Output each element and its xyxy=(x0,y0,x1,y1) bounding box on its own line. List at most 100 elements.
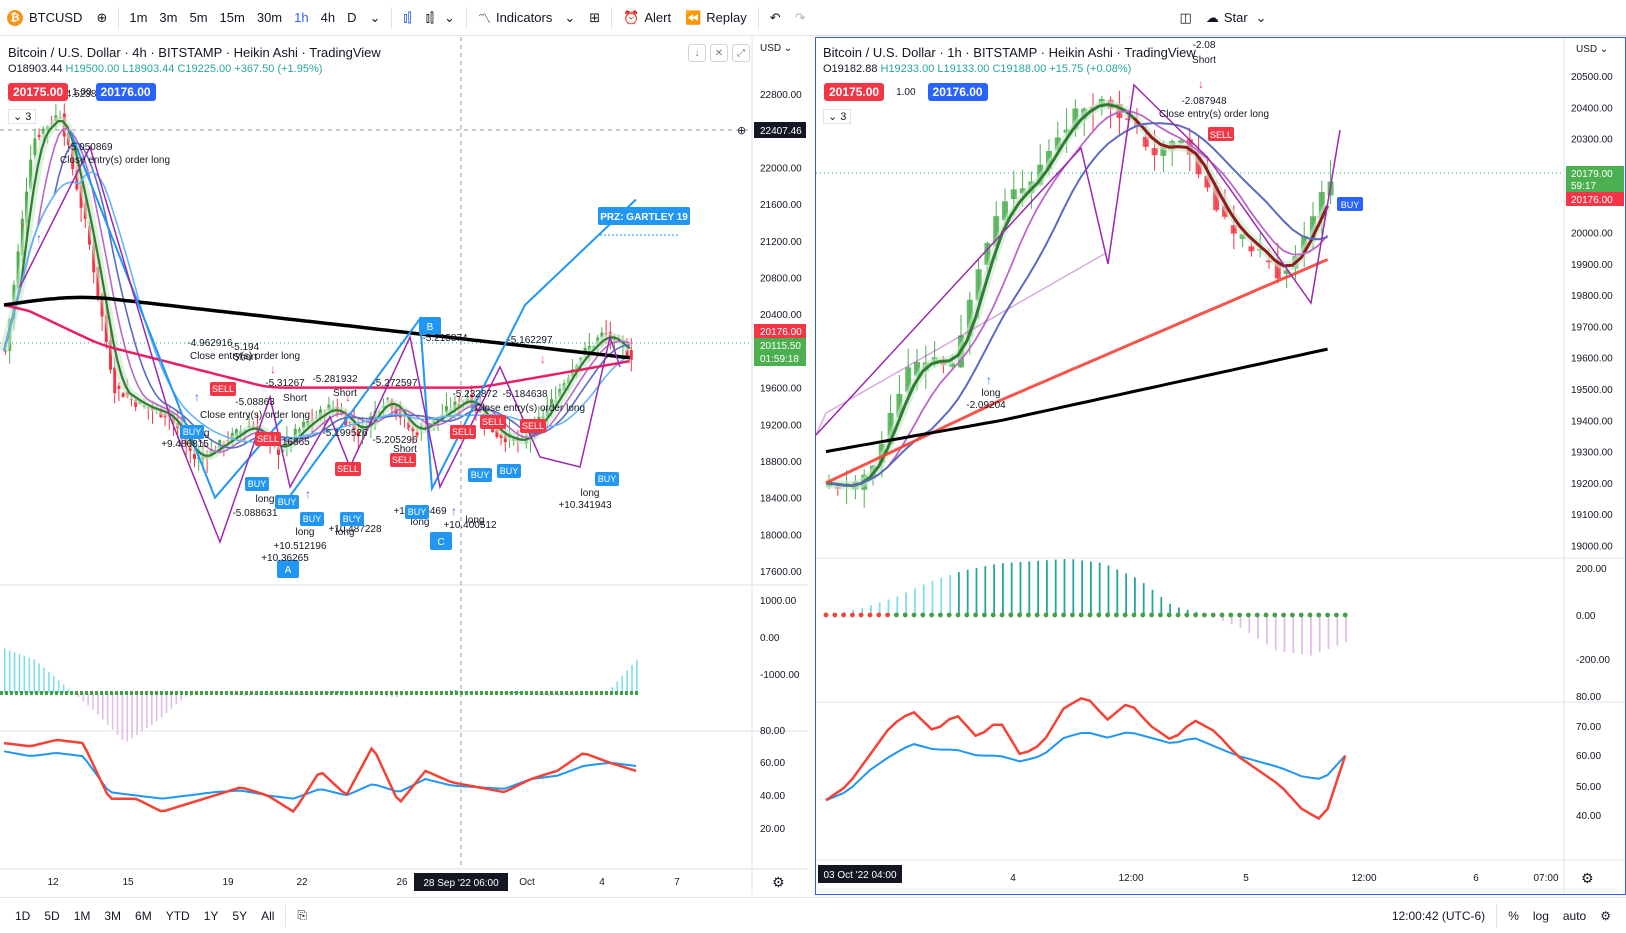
macd-zero-dot xyxy=(990,612,996,618)
candle-body xyxy=(1054,137,1061,151)
log-scale-toggle[interactable]: log xyxy=(1532,908,1549,923)
range-5d[interactable]: 5D xyxy=(44,908,60,923)
macd-zero-dot xyxy=(1078,612,1084,618)
macd-histogram-bar xyxy=(852,609,855,615)
time-axis-label: 12:00 xyxy=(1351,873,1376,884)
percent-scale-toggle[interactable]: % xyxy=(1508,908,1519,923)
bar-style-button[interactable]: ⫾⫿ xyxy=(396,0,418,36)
time-axis-label: 6 xyxy=(1473,873,1479,884)
timeframe-4h[interactable]: 4h xyxy=(320,10,336,25)
timeframe-30m[interactable]: 30m xyxy=(256,10,283,25)
macd-histogram-bar xyxy=(513,691,516,693)
alert-button[interactable]: ⏰ Alert xyxy=(616,0,678,36)
range-ytd[interactable]: YTD xyxy=(165,908,190,923)
candle-body xyxy=(75,169,79,190)
go-to-date-button[interactable]: ⎘ xyxy=(290,908,314,923)
macd-zero-dot xyxy=(1158,612,1163,618)
macd-zero-dot xyxy=(955,612,961,618)
buy-badge xyxy=(180,425,204,439)
timezone-clock[interactable]: 12:00:42 (UTC-6) xyxy=(1391,908,1486,923)
layout-name: Star xyxy=(1223,10,1248,25)
timeframe-1h[interactable]: 1h xyxy=(294,10,309,25)
macd-histogram-bar xyxy=(577,693,579,696)
ema-slow-red-line xyxy=(3,303,631,389)
indicator-collapse-button[interactable]: ⌄ 3 xyxy=(823,109,852,124)
time-axis-label: 7 xyxy=(674,877,680,888)
toolbar-divider xyxy=(118,6,120,29)
candle-body xyxy=(949,363,956,367)
macd-histogram-bar xyxy=(914,588,916,615)
long-arrow-icon: ↑ xyxy=(36,231,42,245)
scroll-down-button[interactable]: ↓ xyxy=(688,44,706,62)
macd-histogram-bar xyxy=(905,592,907,615)
close-pane-button[interactable]: ✕ xyxy=(710,44,728,62)
heikin-ashi-button[interactable]: ⫾⫿ ⌄ xyxy=(419,0,462,36)
indicator-collapse-button[interactable]: ⌄ 3 xyxy=(8,109,37,124)
buy-badge xyxy=(300,512,324,526)
macd-zero-dot xyxy=(1131,612,1137,618)
chart-canvas-1h[interactable]: 20500.0020400.0020300.0020200.0020100.00… xyxy=(816,38,1625,894)
layout-name-button[interactable]: ☁ Star ⌄ xyxy=(1199,0,1274,36)
maximize-pane-button[interactable]: ⤢ xyxy=(732,44,750,62)
chart-settings-button[interactable]: ⚙ xyxy=(1593,909,1618,923)
range-3m[interactable]: 3M xyxy=(104,908,122,923)
symbol-search[interactable]: ₿ BTCUSD xyxy=(0,0,89,36)
templates-button[interactable]: ⊞ xyxy=(582,0,607,36)
price-axis-label: 20500.00 xyxy=(1571,72,1613,83)
timeframe-3m[interactable]: 3m xyxy=(159,10,178,25)
range-5y[interactable]: 5Y xyxy=(232,908,248,923)
open-value: O18903.44 xyxy=(8,63,63,75)
high-value: H19500.00 xyxy=(65,63,120,75)
range-all[interactable]: All xyxy=(261,908,275,923)
chart-title: Bitcoin / U.S. Dollar · 1h · BITSTAMP · … xyxy=(823,45,1196,60)
macd-histogram-bar xyxy=(33,659,35,693)
price-axis-label: 19400.00 xyxy=(1571,416,1613,427)
macd-histogram-bar xyxy=(1151,589,1154,615)
timeframe-15m[interactable]: 15m xyxy=(219,10,245,25)
buy-price-button[interactable]: 20176.00 xyxy=(95,83,156,101)
buy-badge xyxy=(468,468,492,482)
layout-select-button[interactable]: ◫ xyxy=(1173,0,1199,36)
compare-symbol-button[interactable]: ⊕ xyxy=(89,0,114,36)
macd-histogram-bar xyxy=(1345,615,1347,642)
range-1m[interactable]: 1M xyxy=(73,908,91,923)
macd-histogram-bar xyxy=(1283,615,1286,652)
timeframe-5m[interactable]: 5m xyxy=(189,10,208,25)
candle-body xyxy=(218,439,222,448)
sell-badge xyxy=(210,382,236,396)
sell-price-button[interactable]: 20175.00 xyxy=(824,83,885,101)
osc2-axis-label: 40.00 xyxy=(760,791,785,802)
macd-histogram-bar xyxy=(949,574,951,615)
chart-pane-4h[interactable]: 22800.0022400.0022000.0021600.0021200.00… xyxy=(0,37,808,895)
timeframe-1m[interactable]: 1m xyxy=(129,10,148,25)
indicators-button[interactable]: 〽 Indicators ⌄ xyxy=(471,0,582,36)
macd-histogram-bar xyxy=(141,693,143,732)
auto-scale-toggle[interactable]: auto xyxy=(1562,908,1587,923)
add-circle-icon: ⊕ xyxy=(96,9,108,25)
macd-zero-dot xyxy=(1034,612,1040,618)
candle-body xyxy=(1072,108,1079,129)
candle-body xyxy=(1178,140,1184,144)
range-6m[interactable]: 6M xyxy=(135,908,152,923)
replay-button[interactable]: ⏪ Replay xyxy=(678,0,754,36)
range-1y[interactable]: 1Y xyxy=(203,908,219,923)
macd-histogram-bar xyxy=(1301,615,1303,655)
price-axis-label: 19600.00 xyxy=(1571,354,1613,365)
timeframe-dropdown[interactable]: ⌄ xyxy=(362,0,387,36)
range-1d[interactable]: 1D xyxy=(15,908,31,923)
timeframe-d[interactable]: D xyxy=(347,10,357,25)
strategy-annotation: -5.162297 xyxy=(507,335,552,346)
macd-histogram-bar xyxy=(38,663,40,693)
order-quantity[interactable]: 1.00 xyxy=(896,86,916,98)
sell-price-button[interactable]: 20175.00 xyxy=(8,83,69,101)
order-quantity[interactable]: 1.00 xyxy=(72,86,92,98)
chart-canvas-4h[interactable]: 22800.0022400.0022000.0021600.0021200.00… xyxy=(0,37,808,895)
chart-pane-1h[interactable]: 20500.0020400.0020300.0020200.0020100.00… xyxy=(815,37,1626,895)
redo-button[interactable]: ↷ xyxy=(788,0,813,36)
price-axis-label: 19300.00 xyxy=(1571,448,1613,459)
macd-histogram-bar xyxy=(552,693,555,696)
buy-price-button[interactable]: 20176.00 xyxy=(927,83,988,101)
time-axis-label: 19 xyxy=(222,877,234,888)
buy-badge xyxy=(1337,197,1363,211)
undo-button[interactable]: ↶ xyxy=(763,0,788,36)
